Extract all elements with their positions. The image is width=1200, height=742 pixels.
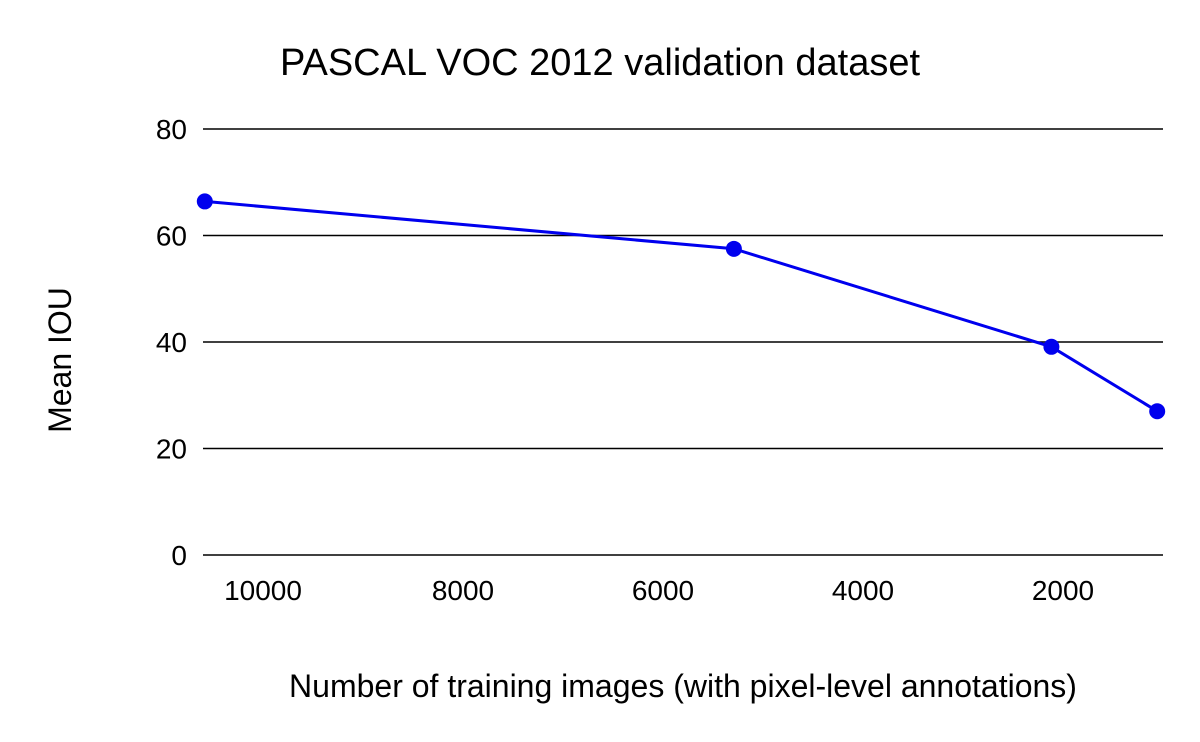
series-line bbox=[204, 199, 1158, 413]
y-tick-label: 0 bbox=[171, 540, 187, 571]
x-tick-label: 4000 bbox=[832, 575, 894, 606]
y-tick-label: 40 bbox=[156, 327, 187, 358]
y-gridlines bbox=[203, 128, 1163, 556]
data-point bbox=[1043, 338, 1060, 355]
x-axis-title: Number of training images (with pixel-le… bbox=[289, 668, 1077, 704]
series-group bbox=[196, 193, 1166, 420]
y-axis-title: Mean IOU bbox=[42, 287, 78, 433]
y-tick-label: 60 bbox=[156, 221, 187, 252]
y-tick-labels: 0 20 40 60 80 bbox=[156, 114, 187, 571]
data-point bbox=[196, 193, 213, 210]
x-tick-labels: 10000 8000 6000 4000 2000 bbox=[224, 575, 1094, 606]
y-tick-label: 80 bbox=[156, 114, 187, 145]
x-tick-label: 2000 bbox=[1032, 575, 1094, 606]
data-point bbox=[725, 240, 742, 257]
data-point bbox=[1149, 403, 1166, 420]
chart-title: PASCAL VOC 2012 validation dataset bbox=[280, 42, 920, 84]
x-tick-label: 10000 bbox=[224, 575, 302, 606]
x-tick-label: 6000 bbox=[632, 575, 694, 606]
y-tick-label: 20 bbox=[156, 434, 187, 465]
x-tick-label: 8000 bbox=[432, 575, 494, 606]
